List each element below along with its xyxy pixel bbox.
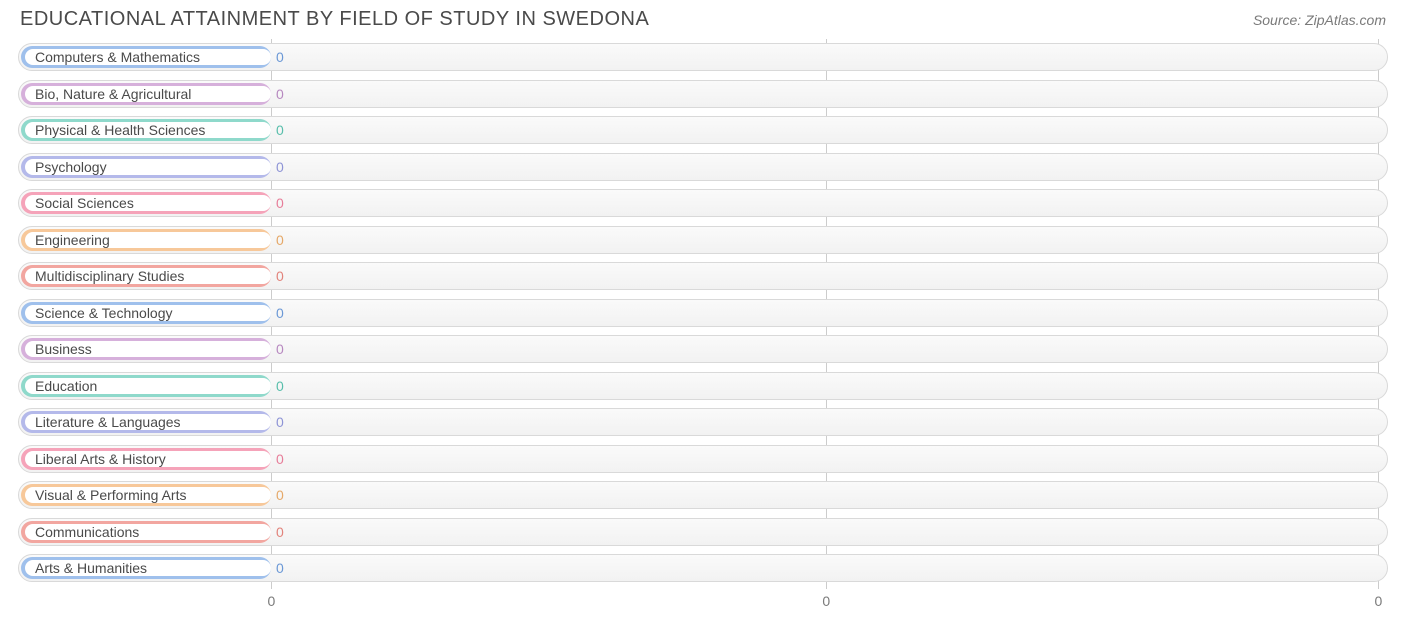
chart-area: Computers & Mathematics0Bio, Nature & Ag… (0, 35, 1406, 615)
bar-row: Literature & Languages 0 (18, 406, 1388, 438)
bar-pill: Engineering (21, 229, 271, 251)
bar-pill-inner: Engineering (25, 232, 271, 248)
bar-pill-inner: Education (25, 378, 271, 394)
bar-row: Engineering 0 (18, 224, 1388, 256)
bar-value: 0 (276, 414, 284, 430)
bar-row: Business 0 (18, 333, 1388, 365)
category-label: Engineering (35, 232, 110, 248)
bar-row: Science & Technology 0 (18, 297, 1388, 329)
bar-value: 0 (276, 378, 284, 394)
bar-row: Bio, Nature & Agricultural 0 (18, 78, 1388, 110)
x-axis: 0 0 0 (18, 589, 1388, 615)
bar-pill-inner: Social Sciences (25, 195, 271, 211)
bar-value: 0 (276, 487, 284, 503)
bar-pill: Visual & Performing Arts (21, 484, 271, 506)
bar-pill-inner: Computers & Mathematics (25, 49, 271, 65)
bar-pill: Physical & Health Sciences (21, 119, 271, 141)
bar-row: Social Sciences 0 (18, 187, 1388, 219)
bar-pill: Liberal Arts & History (21, 448, 271, 470)
bar-pill: Science & Technology (21, 302, 271, 324)
bar-value: 0 (276, 195, 284, 211)
bar-pill: Communications (21, 521, 271, 543)
bar-pill: Social Sciences (21, 192, 271, 214)
bar-value: 0 (276, 49, 284, 65)
x-tick-label: 0 (268, 593, 276, 609)
bar-pill: Psychology (21, 156, 271, 178)
bar-row: Arts & Humanities 0 (18, 552, 1388, 584)
bar-pill-inner: Communications (25, 524, 271, 540)
bar-row: Physical & Health Sciences 0 (18, 114, 1388, 146)
bar-pill-inner: Bio, Nature & Agricultural (25, 86, 271, 102)
bar-pill-inner: Literature & Languages (25, 414, 271, 430)
bar-pill: Business (21, 338, 271, 360)
bar-pill-inner: Liberal Arts & History (25, 451, 271, 467)
bar-pill-inner: Visual & Performing Arts (25, 487, 271, 503)
category-label: Science & Technology (35, 305, 173, 321)
category-label: Literature & Languages (35, 414, 181, 430)
bar-row: Liberal Arts & History 0 (18, 443, 1388, 475)
bar-pill-inner: Business (25, 341, 271, 357)
category-label: Multidisciplinary Studies (35, 268, 184, 284)
category-label: Social Sciences (35, 195, 134, 211)
bar-value: 0 (276, 122, 284, 138)
bar-pill: Education (21, 375, 271, 397)
bar-pill: Literature & Languages (21, 411, 271, 433)
bar-value: 0 (276, 268, 284, 284)
source-label: Source: ZipAtlas.com (1253, 12, 1386, 28)
bar-value: 0 (276, 86, 284, 102)
bar-value: 0 (276, 524, 284, 540)
bar-pill: Bio, Nature & Agricultural (21, 83, 271, 105)
bar-pill-inner: Arts & Humanities (25, 560, 271, 576)
bar-pill-inner: Multidisciplinary Studies (25, 268, 271, 284)
category-label: Arts & Humanities (35, 560, 147, 576)
bar-value: 0 (276, 305, 284, 321)
header: EDUCATIONAL ATTAINMENT BY FIELD OF STUDY… (0, 0, 1406, 35)
bar-value: 0 (276, 232, 284, 248)
bar-value: 0 (276, 451, 284, 467)
bar-row: Visual & Performing Arts 0 (18, 479, 1388, 511)
x-tick-label: 0 (822, 593, 830, 609)
bar-pill: Arts & Humanities (21, 557, 271, 579)
category-label: Liberal Arts & History (35, 451, 166, 467)
chart-title: EDUCATIONAL ATTAINMENT BY FIELD OF STUDY… (20, 8, 649, 31)
bar-row: Communications 0 (18, 516, 1388, 548)
bar-pill-inner: Science & Technology (25, 305, 271, 321)
bar-pill: Computers & Mathematics (21, 46, 271, 68)
category-label: Bio, Nature & Agricultural (35, 86, 191, 102)
bar-value: 0 (276, 159, 284, 175)
category-label: Visual & Performing Arts (35, 487, 186, 503)
bar-row: Psychology 0 (18, 151, 1388, 183)
category-label: Education (35, 378, 97, 394)
bar-pill-inner: Psychology (25, 159, 271, 175)
bar-row: Education 0 (18, 370, 1388, 402)
bar-pill-inner: Physical & Health Sciences (25, 122, 271, 138)
bar-pill: Multidisciplinary Studies (21, 265, 271, 287)
category-label: Communications (35, 524, 139, 540)
bar-row: Computers & Mathematics 0 (18, 41, 1388, 73)
bar-value: 0 (276, 560, 284, 576)
category-label: Computers & Mathematics (35, 49, 200, 65)
x-tick-label: 0 (1375, 593, 1383, 609)
bar-row: Multidisciplinary Studies 0 (18, 260, 1388, 292)
category-label: Physical & Health Sciences (35, 122, 205, 138)
bar-value: 0 (276, 341, 284, 357)
category-label: Business (35, 341, 92, 357)
category-label: Psychology (35, 159, 107, 175)
